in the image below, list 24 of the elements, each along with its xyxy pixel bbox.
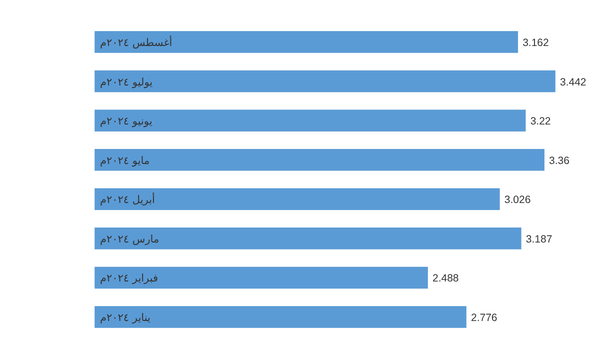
bar (94, 188, 500, 210)
y-tick-label: يناير ٢٠٢٤م (100, 312, 150, 324)
bar (94, 70, 556, 92)
y-tick-label: فبراير ٢٠٢٤م (100, 272, 158, 285)
bar (94, 228, 522, 250)
bar (94, 31, 518, 53)
y-tick-label: أبريل ٢٠٢٤م (100, 192, 156, 206)
data-label: 3.026 (504, 194, 531, 206)
y-tick-label: مارس ٢٠٢٤م (100, 233, 160, 246)
data-label: 3.22 (530, 116, 551, 128)
data-label: 2.776 (470, 312, 498, 324)
data-label: 3.187 (526, 233, 552, 246)
bar (94, 306, 466, 328)
bar (94, 110, 526, 132)
y-tick-label: أغسطس ٢٠٢٤م (100, 35, 172, 49)
y-tick-label: مايو ٢٠٢٤م (100, 154, 150, 167)
data-label: 3.162 (522, 37, 550, 49)
data-label: 3.36 (549, 154, 570, 167)
data-label: 3.442 (560, 76, 586, 88)
bar (94, 266, 428, 289)
data-label: 2.488 (432, 272, 459, 285)
y-tick-label: يوليو ٢٠٢٤م (100, 76, 153, 88)
y-tick-label: يونيو ٢٠٢٤م (100, 116, 152, 128)
bar (94, 148, 544, 171)
